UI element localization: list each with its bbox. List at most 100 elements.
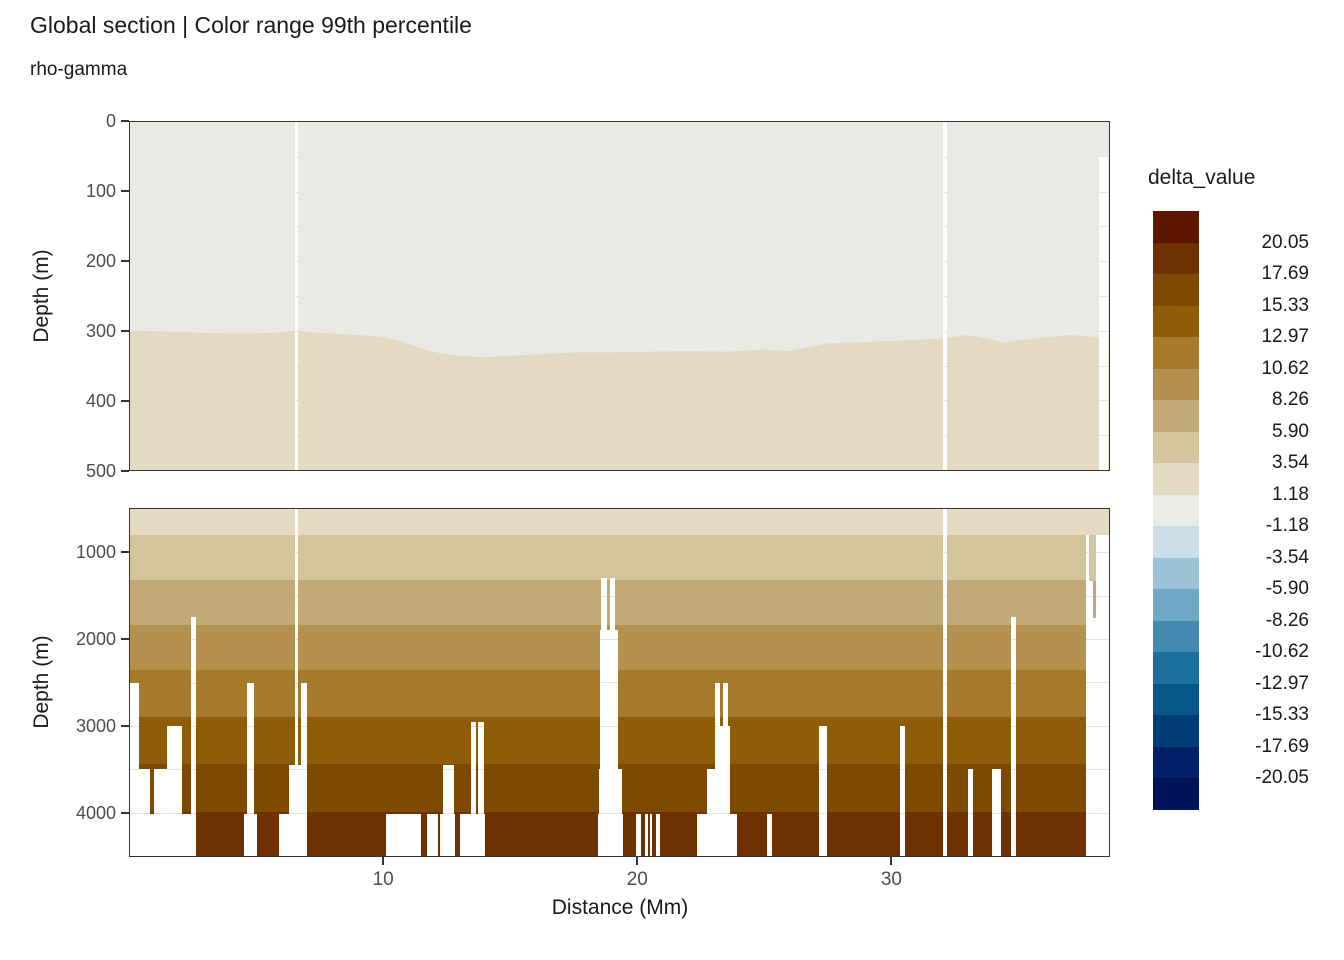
missing-data-column	[899, 725, 905, 856]
y-tick-label: 3000	[75, 716, 116, 737]
missing-data-column	[130, 682, 139, 856]
gridline	[599, 812, 623, 814]
legend-swatch	[1153, 431, 1199, 464]
legend-break-label: 20.05	[1261, 231, 1309, 253]
legend-swatch	[1153, 368, 1199, 401]
gridline	[295, 330, 299, 332]
colorbar: 20.05 17.69 15.33 12.97 10.62 8.26 5.90 3.54 1.1…	[1153, 211, 1309, 811]
plot-title: Global section | Color range 99th percen…	[30, 12, 472, 38]
gridline	[1098, 435, 1108, 437]
legend-swatch	[1153, 494, 1199, 527]
gridline	[942, 226, 947, 228]
x-tick-mark	[636, 857, 639, 865]
gridline	[471, 769, 477, 771]
missing-data-column	[644, 814, 649, 856]
legend-swatch	[1153, 778, 1199, 811]
gridline	[130, 769, 139, 771]
gridline	[295, 682, 299, 684]
gridline	[1098, 295, 1108, 297]
gridline	[707, 812, 731, 814]
missing-data-column	[426, 814, 438, 856]
legend-swatch	[1153, 400, 1199, 433]
legend-break-label: 5.90	[1272, 420, 1309, 442]
value-band	[130, 535, 1109, 581]
gridline	[942, 812, 947, 814]
gridline	[295, 226, 299, 228]
gridline	[968, 812, 974, 814]
gridline	[295, 400, 299, 402]
legend-break-label: 10.62	[1261, 357, 1309, 379]
missing-data-column	[478, 721, 484, 856]
y-tick-label: 1000	[75, 541, 116, 562]
colorbar-legend: delta_value 20.05 17.69 15.33 12.97 10.62 8.2…	[1148, 166, 1338, 811]
gridline	[1011, 639, 1017, 641]
gridline	[295, 595, 299, 597]
legend-break-label: -20.05	[1255, 767, 1309, 789]
x-tick-label: 30	[880, 869, 902, 890]
y-tick-label: 400	[85, 391, 116, 411]
legend-swatch	[1153, 274, 1199, 307]
missing-data-column	[130, 814, 197, 856]
gridline	[942, 365, 947, 367]
legend-swatch	[1153, 620, 1199, 653]
shallow-section-panel	[129, 121, 1110, 471]
x-tick-mark	[382, 857, 385, 865]
legend-swatch	[1153, 337, 1199, 370]
missing-data-column	[386, 814, 421, 856]
gridline	[1098, 330, 1108, 332]
gridline	[300, 725, 307, 727]
legend-swatch	[1153, 652, 1199, 685]
gridline	[295, 435, 299, 437]
gridline	[899, 769, 905, 771]
legend-swatch	[1153, 242, 1199, 275]
gridline	[246, 725, 254, 727]
x-tick-label: 20	[626, 869, 648, 890]
gridline	[190, 725, 197, 727]
gridline	[1086, 639, 1109, 641]
gridline	[1086, 595, 1109, 597]
gridline	[295, 552, 299, 554]
gridline	[295, 261, 299, 263]
gridline	[166, 769, 182, 771]
y-tick-mark	[121, 330, 129, 332]
legend-break-label: -3.54	[1265, 546, 1309, 568]
missing-data-column	[597, 814, 624, 856]
x-tick-label: 10	[372, 869, 394, 890]
data-sliver	[1088, 535, 1096, 581]
legend-swatch	[1153, 746, 1199, 779]
lower-layer-region	[130, 330, 1109, 470]
missing-data-column	[300, 682, 307, 856]
missing-data-column	[471, 721, 477, 856]
legend-break-label: -8.26	[1265, 609, 1309, 631]
missing-data-column	[295, 122, 299, 470]
gridline	[295, 296, 299, 297]
missing-data-column	[697, 814, 738, 856]
value-band	[130, 717, 1109, 765]
gridline	[942, 595, 947, 597]
y-tick-mark	[121, 550, 129, 553]
missing-data-column	[992, 769, 1002, 856]
gridline	[471, 725, 477, 727]
missing-data-column	[942, 122, 947, 470]
gridline	[295, 156, 299, 158]
gridline	[130, 812, 139, 814]
gridline	[942, 400, 947, 402]
legend-break-label: -5.90	[1265, 578, 1309, 600]
missing-data-column	[288, 764, 301, 856]
gridline	[300, 769, 307, 771]
legend-break-label: -12.97	[1255, 672, 1309, 694]
gridline	[1086, 552, 1109, 554]
gridline	[942, 682, 947, 684]
y-tick-mark	[121, 190, 129, 192]
missing-data-column	[649, 814, 653, 856]
legend-break-label: 3.54	[1272, 452, 1309, 474]
y-tick-mark	[121, 637, 129, 640]
gridline	[478, 812, 484, 814]
gridline	[295, 639, 299, 641]
plot-subtitle: rho-gamma	[30, 59, 128, 80]
missing-data-column	[440, 814, 455, 856]
gridline	[443, 769, 454, 771]
legend-break-label: 8.26	[1272, 389, 1309, 411]
y-tick-mark	[121, 470, 129, 472]
